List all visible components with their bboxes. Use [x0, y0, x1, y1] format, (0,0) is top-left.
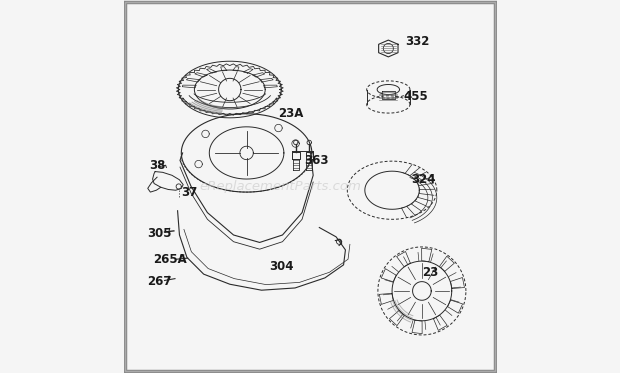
- Text: 37: 37: [181, 186, 198, 198]
- Text: 304: 304: [269, 260, 293, 273]
- Text: 23: 23: [422, 266, 438, 279]
- Text: 267: 267: [147, 275, 172, 288]
- Text: 324: 324: [410, 173, 435, 185]
- Text: 305: 305: [147, 227, 172, 239]
- Text: eReplacementParts.com: eReplacementParts.com: [199, 180, 361, 193]
- Text: 455: 455: [403, 91, 428, 103]
- Text: 265A: 265A: [153, 253, 187, 266]
- Text: 332: 332: [405, 35, 430, 47]
- Text: 38: 38: [149, 160, 166, 172]
- Text: 23A: 23A: [278, 107, 304, 120]
- Text: 363: 363: [304, 154, 329, 167]
